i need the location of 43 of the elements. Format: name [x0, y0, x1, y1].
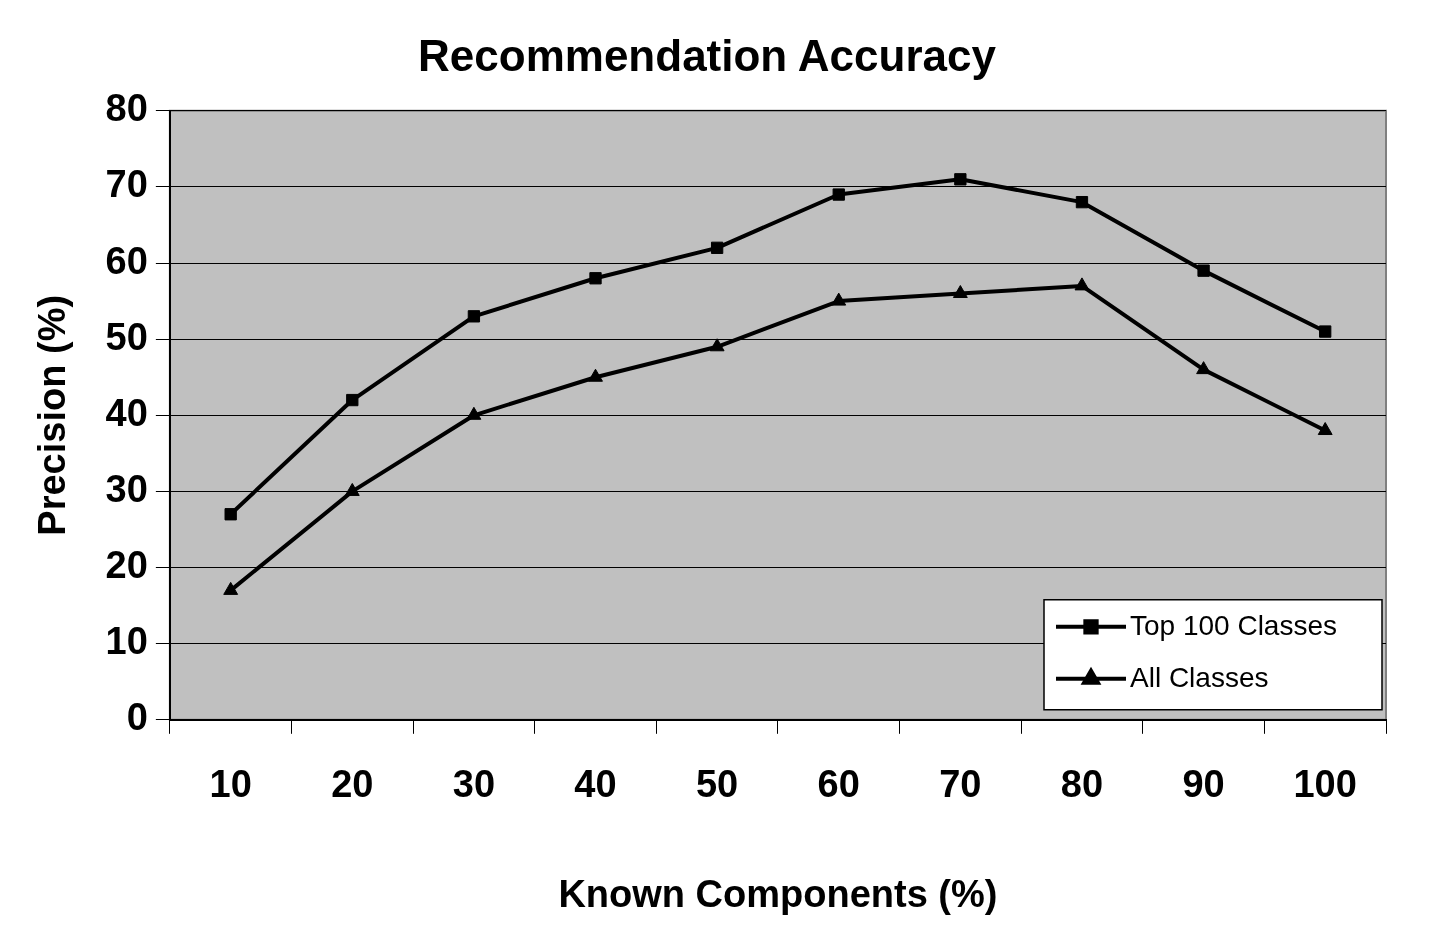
point	[1197, 264, 1210, 277]
point	[1196, 361, 1212, 375]
y-tick-label: 30	[105, 467, 148, 510]
point	[589, 272, 602, 285]
legend-label: Top 100 Classes	[1130, 609, 1338, 641]
x-axis-title: Known Components (%)	[558, 872, 998, 915]
x-tick-label: 40	[574, 763, 617, 806]
point	[832, 188, 845, 201]
point	[831, 292, 847, 306]
point	[344, 482, 360, 496]
point	[1074, 277, 1090, 291]
x-tick-label: 50	[695, 763, 739, 806]
y-tick-label: 20	[105, 544, 148, 587]
x-tick-label: 20	[331, 763, 374, 806]
point	[954, 173, 967, 186]
point	[710, 241, 724, 254]
point	[466, 406, 482, 420]
y-tick-label: 0	[126, 696, 148, 739]
y-tick-label: 70	[105, 163, 148, 206]
x-tick-label: 80	[1060, 763, 1104, 806]
x-tick-label: 70	[939, 763, 982, 806]
y-tick-label: 50	[105, 315, 148, 358]
x-tick-label: 100	[1293, 763, 1357, 806]
x-tick-label: 30	[452, 763, 496, 806]
x-tick-label: 90	[1182, 763, 1225, 806]
point	[709, 338, 725, 352]
point	[467, 310, 481, 323]
point	[588, 368, 603, 382]
point	[952, 285, 968, 298]
point	[1317, 422, 1333, 436]
y-tick-label: 60	[105, 239, 148, 282]
y-tick-label: 40	[105, 391, 148, 434]
x-tick-label: 60	[817, 763, 860, 806]
y-tick-label: 10	[105, 620, 148, 663]
point	[223, 581, 239, 595]
point	[346, 393, 359, 407]
y-tick-label: 80	[105, 87, 148, 130]
point	[1075, 195, 1089, 209]
chart-title: Recommendation Accuracy	[418, 30, 997, 80]
y-axis-title: Precision (%)	[31, 294, 74, 536]
x-tick-label: 10	[209, 763, 252, 806]
point	[1319, 325, 1332, 338]
legend-label: All Classes	[1130, 661, 1269, 693]
